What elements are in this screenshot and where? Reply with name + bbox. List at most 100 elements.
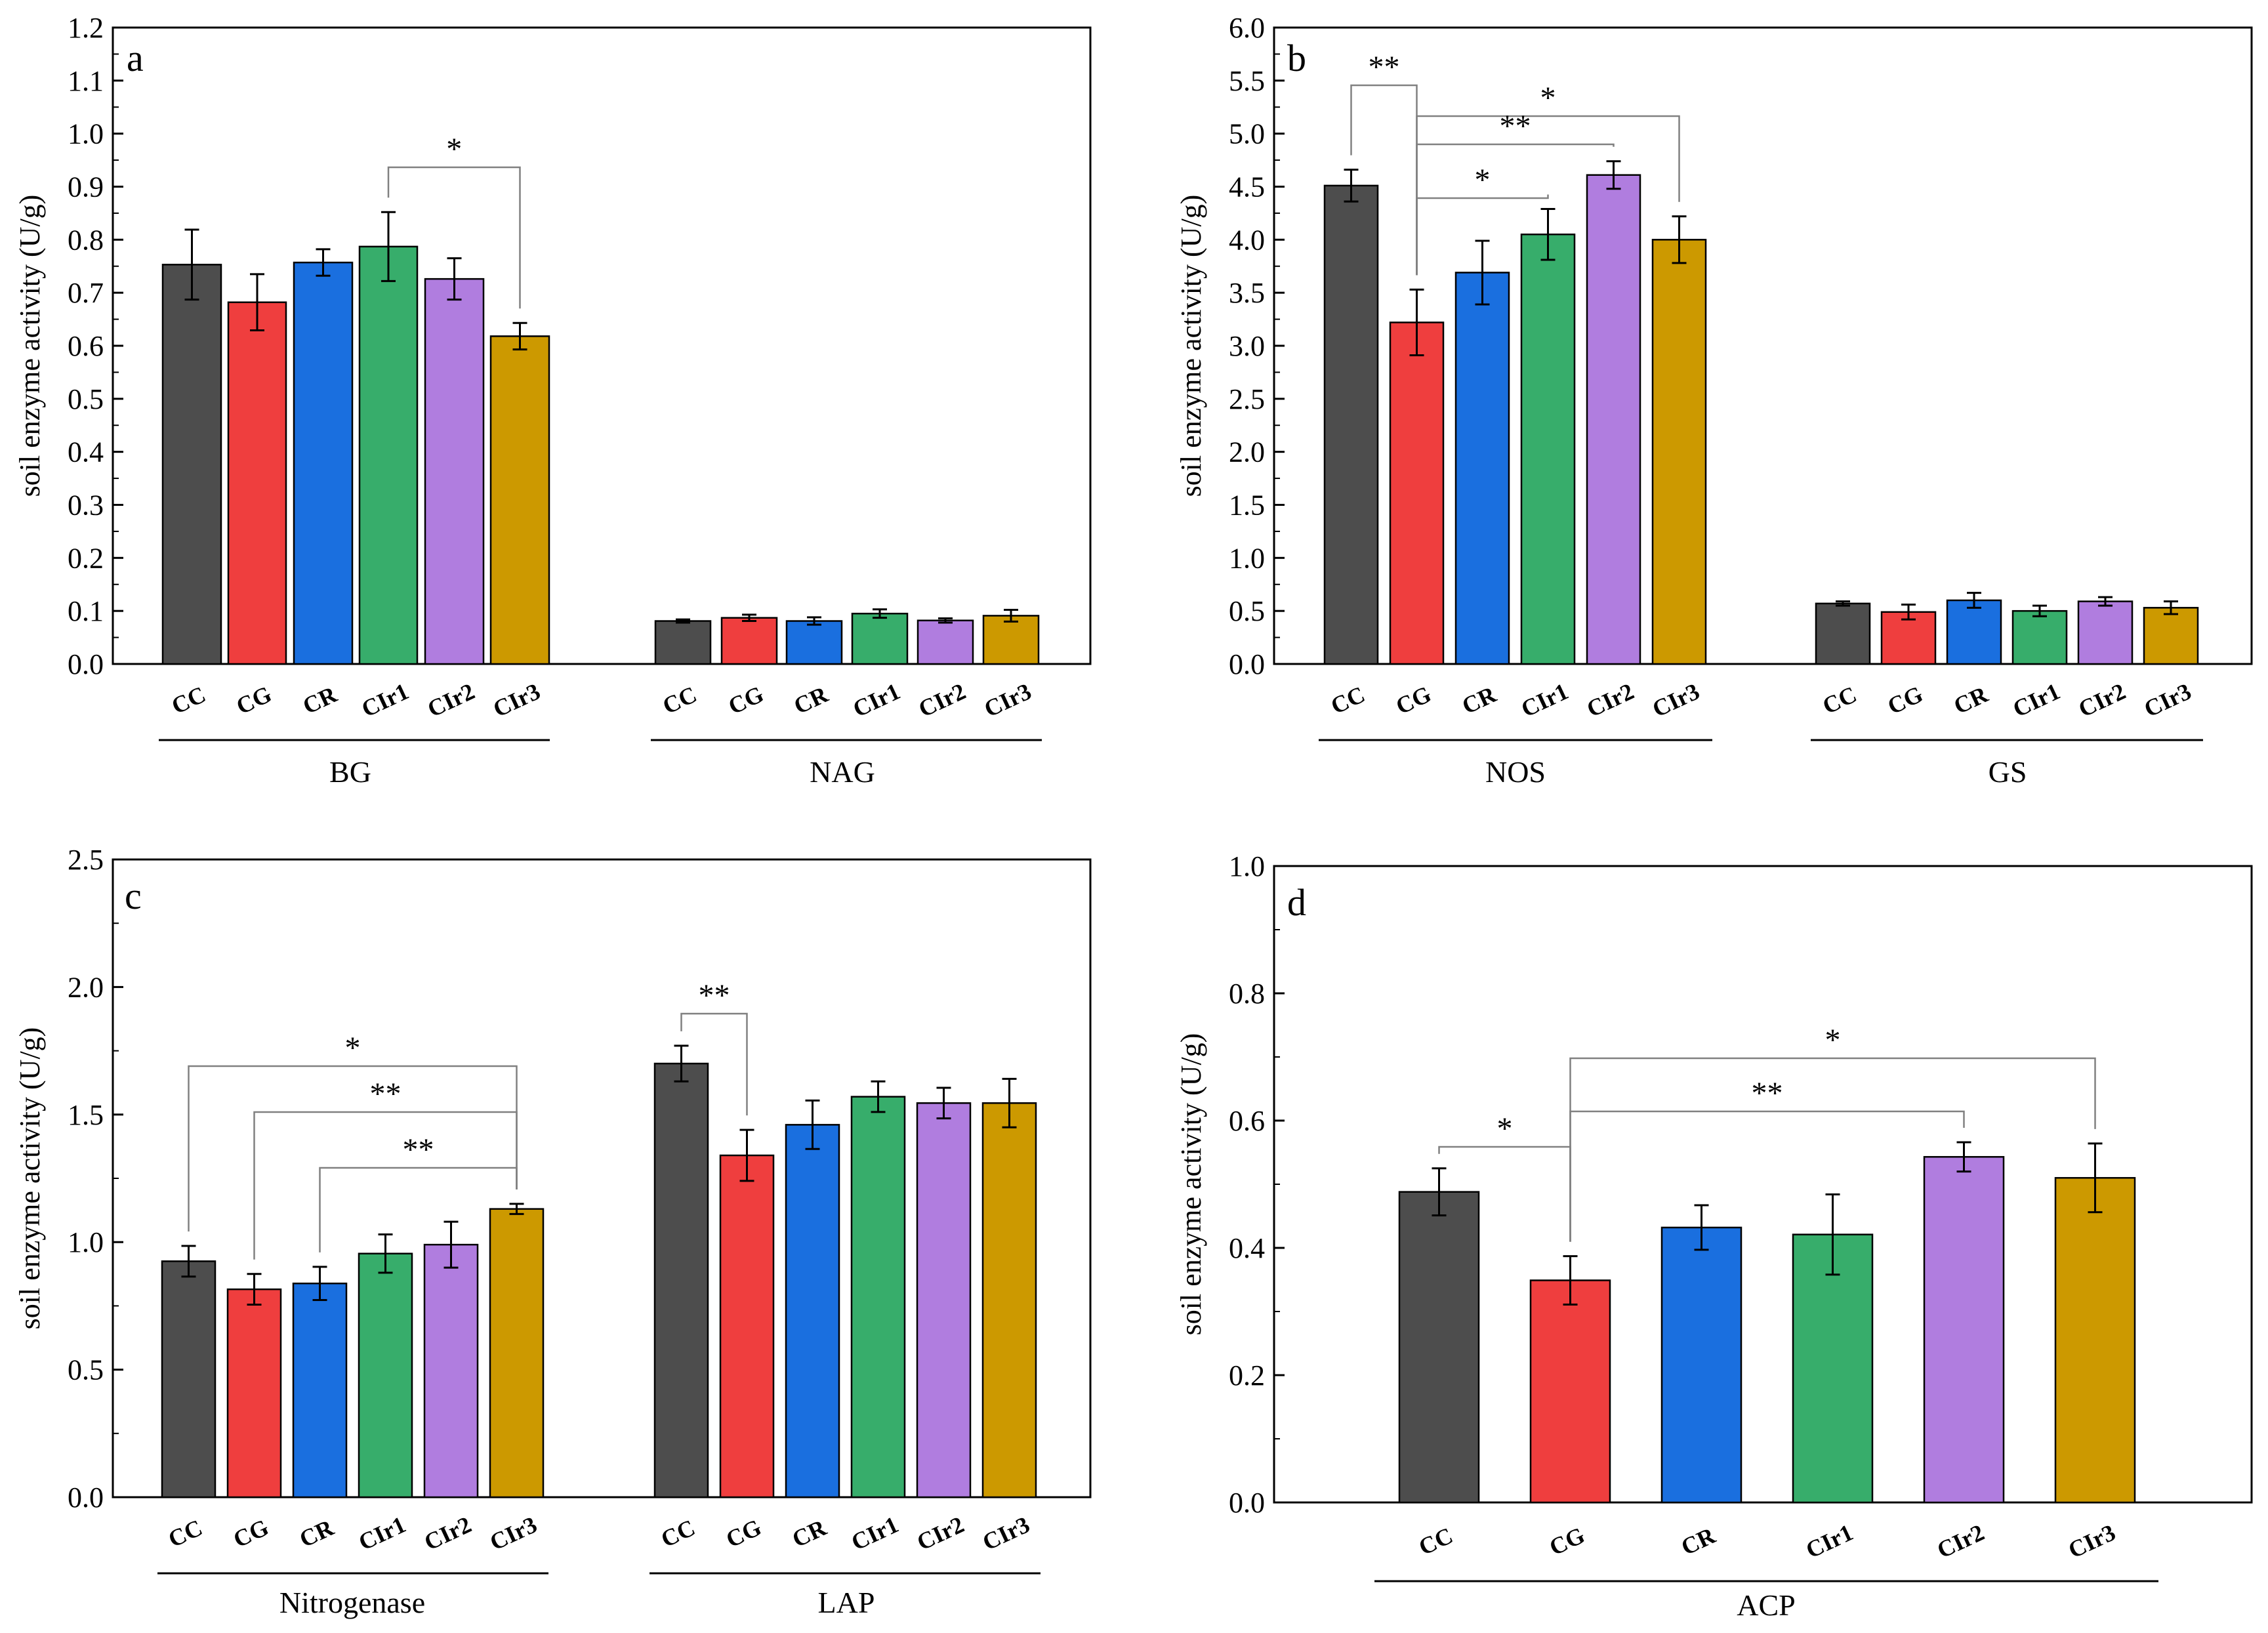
y-tick-label-a: 1.2 <box>68 12 104 44</box>
bar-BG-CIr3 <box>489 335 550 665</box>
significance-bracket-d <box>1569 1110 1965 1242</box>
significance-marker-b: ** <box>1500 109 1531 144</box>
y-tick-label-c: 2.0 <box>68 971 104 1003</box>
y-tick-label-a: 0.2 <box>68 542 104 574</box>
category-label-ACP-CC: CC <box>1414 1522 1456 1560</box>
y-tick-label-b: 3.5 <box>1229 277 1265 309</box>
bar-BG-CR <box>293 261 354 665</box>
bar-Nitrogenase-CIr1 <box>358 1252 413 1499</box>
significance-bracket-a <box>387 166 521 309</box>
bar-GS-CC <box>1815 602 1871 665</box>
y-tick-label-b: 6.0 <box>1229 12 1265 44</box>
category-label-NAG-CG: CG <box>724 681 768 720</box>
category-label-NOS-CG: CG <box>1392 681 1435 720</box>
bar-NOS-CR <box>1454 272 1510 665</box>
y-tick-label-b: 1.0 <box>1229 542 1265 574</box>
y-axis-label-c: soil enzyme activity (U/g) <box>14 1027 46 1330</box>
y-tick-label-a: 1.1 <box>68 65 104 97</box>
category-label-Nitrogenase-CG: CG <box>230 1514 273 1553</box>
significance-bracket-c <box>680 1012 748 1116</box>
category-label-NAG-CIr3: CIr3 <box>980 678 1035 722</box>
bar-ACP-CR <box>1660 1226 1742 1504</box>
significance-bracket-c <box>253 1111 518 1260</box>
category-label-BG-CC: CC <box>167 681 209 719</box>
category-label-ACP-CIr3: CIr3 <box>2064 1519 2119 1563</box>
bar-LAP-CR <box>785 1124 840 1499</box>
significance-marker-c: ** <box>699 978 730 1013</box>
category-label-ACP-CR: CR <box>1677 1522 1720 1561</box>
category-label-NOS-CIr1: CIr1 <box>1517 678 1572 722</box>
y-tick-label-a: 0.0 <box>68 648 104 680</box>
category-label-ACP-CIr2: CIr2 <box>1933 1519 1988 1563</box>
category-label-LAP-CIr3: CIr3 <box>978 1511 1033 1556</box>
significance-bracket-b <box>1416 143 1615 276</box>
bar-Nitrogenase-CR <box>292 1282 348 1499</box>
y-tick-label-a: 0.4 <box>68 436 104 468</box>
y-tick-label-b: 1.5 <box>1229 489 1265 522</box>
panel-letter-a: a <box>127 37 144 79</box>
category-label-GS-CC: CC <box>1819 681 1861 719</box>
category-label-ACP-CG: CG <box>1546 1522 1589 1561</box>
y-tick-label-d: 0.6 <box>1229 1105 1265 1137</box>
category-label-BG-CIr3: CIr3 <box>489 678 544 722</box>
significance-marker-b: * <box>1540 81 1556 115</box>
y-tick-label-b: 5.0 <box>1229 118 1265 150</box>
y-tick-label-a: 0.9 <box>68 171 104 203</box>
bar-NAG-CR <box>785 620 843 665</box>
bar-LAP-CIr1 <box>850 1096 906 1499</box>
y-axis-label-d: soil enzyme activity (U/g) <box>1175 1033 1207 1336</box>
category-label-GS-CIr2: CIr2 <box>2074 678 2130 722</box>
significance-marker-d: * <box>1497 1111 1513 1146</box>
group-label-ACP: ACP <box>1737 1588 1795 1622</box>
significance-marker-b: * <box>1475 163 1491 197</box>
bar-LAP-CG <box>719 1154 775 1499</box>
category-label-BG-CR: CR <box>299 681 341 720</box>
y-tick-label-c: 1.5 <box>68 1099 104 1131</box>
category-label-Nitrogenase-CIr1: CIr1 <box>354 1511 409 1556</box>
bar-NAG-CIr2 <box>917 619 974 665</box>
category-label-BG-CIr2: CIr2 <box>423 678 478 722</box>
y-axis-label-b: soil enzyme activity (U/g) <box>1175 195 1207 497</box>
category-label-ACP-CIr1: CIr1 <box>1802 1519 1857 1563</box>
significance-marker-c: ** <box>370 1077 402 1111</box>
bar-NOS-CIr2 <box>1586 174 1641 665</box>
group-label-BG: BG <box>329 755 371 789</box>
category-label-Nitrogenase-CC: CC <box>164 1514 206 1552</box>
y-tick-label-a: 1.0 <box>68 118 104 150</box>
bar-GS-CR <box>1946 599 2002 665</box>
y-tick-label-a: 0.5 <box>68 383 104 415</box>
bar-NOS-CIr1 <box>1520 234 1576 665</box>
category-label-NAG-CIr2: CIr2 <box>915 678 970 722</box>
bar-NAG-CIr3 <box>982 615 1040 665</box>
category-label-GS-CIr1: CIr1 <box>2009 678 2064 722</box>
y-tick-label-b: 0.5 <box>1229 595 1265 627</box>
bar-NOS-CIr3 <box>1651 239 1707 665</box>
y-tick-label-a: 0.7 <box>68 277 104 309</box>
significance-bracket-c <box>188 1065 518 1232</box>
bar-GS-CG <box>1880 611 1937 665</box>
y-tick-label-b: 4.0 <box>1229 224 1265 256</box>
significance-bracket-c <box>319 1167 518 1252</box>
category-label-NAG-CC: CC <box>659 681 701 719</box>
bar-BG-CIr2 <box>424 278 485 665</box>
y-tick-label-d: 0.0 <box>1229 1487 1265 1519</box>
category-label-NOS-CIr3: CIr3 <box>1648 678 1703 722</box>
y-tick-label-b: 2.5 <box>1229 383 1265 415</box>
y-tick-label-d: 0.2 <box>1229 1359 1265 1392</box>
y-tick-label-b: 2.0 <box>1229 436 1265 468</box>
category-label-LAP-CIr1: CIr1 <box>847 1511 902 1556</box>
significance-marker-d: ** <box>1752 1076 1783 1111</box>
bar-BG-CIr1 <box>358 245 419 665</box>
group-label-NOS: NOS <box>1485 755 1546 789</box>
y-axis-label-a: soil enzyme activity (U/g) <box>14 195 46 497</box>
bar-Nitrogenase-CIr3 <box>489 1208 545 1499</box>
y-tick-label-c: 0.0 <box>68 1481 104 1514</box>
category-label-LAP-CC: CC <box>657 1514 699 1552</box>
y-tick-label-b: 5.5 <box>1229 65 1265 97</box>
y-tick-label-a: 0.6 <box>68 330 104 362</box>
category-label-NOS-CIr2: CIr2 <box>1582 678 1638 722</box>
bar-BG-CC <box>161 264 222 665</box>
bar-LAP-CIr3 <box>981 1102 1037 1499</box>
category-label-LAP-CG: CG <box>722 1514 766 1553</box>
bar-NOS-CG <box>1389 321 1445 665</box>
